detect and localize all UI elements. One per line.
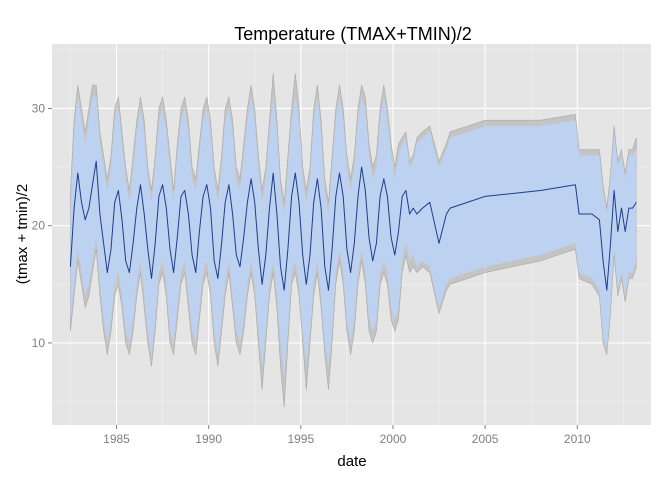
x-tick-label-2010: 2010	[564, 432, 591, 446]
x-tick-label-1990: 1990	[195, 432, 222, 446]
y-tick-label-10: 10	[32, 336, 46, 350]
y-tick-label-20: 20	[32, 219, 46, 233]
x-tick-label-1985: 1985	[103, 432, 130, 446]
mean-temperature-line	[69, 160, 637, 291]
x-axis-title: date	[337, 453, 366, 470]
x-axis: 1985 1990 1995 2000 2005 2010	[103, 425, 591, 446]
y-tick-label-30: 30	[32, 101, 46, 115]
chart-title: Temperature (TMAX+TMIN)/2	[234, 24, 472, 44]
y-axis: 10 20 30	[32, 101, 52, 350]
x-tick-label-2005: 2005	[472, 432, 499, 446]
series-layer	[69, 73, 637, 408]
variation-ribbon	[70, 96, 637, 379]
x-tick-label-1995: 1995	[287, 432, 314, 446]
x-tick-label-2000: 2000	[380, 432, 407, 446]
y-axis-title: (tmax + tmin)/2	[14, 184, 31, 284]
